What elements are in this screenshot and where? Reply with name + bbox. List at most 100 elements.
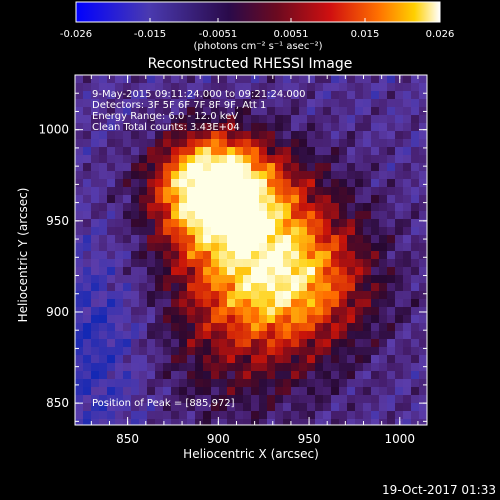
heatmap-cell — [419, 131, 427, 140]
heatmap-cell — [147, 299, 156, 308]
heatmap-cell — [163, 83, 172, 92]
heatmap-cell — [203, 283, 212, 292]
heatmap-cell — [395, 291, 404, 300]
heatmap-cell — [363, 283, 372, 292]
heatmap-cell — [203, 211, 212, 220]
heatmap-cell — [211, 75, 220, 84]
heatmap-cell — [75, 331, 84, 340]
heatmap-cell — [275, 323, 284, 332]
heatmap-cell — [155, 363, 164, 372]
heatmap-cell — [243, 355, 252, 364]
heatmap-cell — [395, 347, 404, 356]
heatmap-cell — [331, 355, 340, 364]
heatmap-cell — [259, 107, 268, 116]
heatmap-cell — [379, 323, 388, 332]
heatmap-cell — [235, 123, 244, 132]
heatmap-cell — [83, 155, 92, 164]
heatmap-cell — [107, 411, 116, 420]
heatmap-cell — [187, 291, 196, 300]
heatmap-cell — [171, 251, 180, 260]
heatmap-cell — [235, 107, 244, 116]
heatmap-cell — [419, 243, 427, 252]
heatmap-cell — [331, 283, 340, 292]
heatmap-cell — [355, 227, 364, 236]
heatmap-cell — [379, 299, 388, 308]
heatmap-cell — [419, 395, 427, 404]
heatmap-cell — [227, 363, 236, 372]
heatmap-cell — [315, 355, 324, 364]
heatmap-cell — [355, 283, 364, 292]
heatmap-cell — [331, 171, 340, 180]
heatmap-cell — [299, 395, 308, 404]
heatmap-cell — [387, 355, 396, 364]
heatmap-cell — [243, 163, 252, 172]
heatmap-cell — [139, 227, 148, 236]
heatmap-cell — [339, 331, 348, 340]
heatmap-cell — [355, 155, 364, 164]
heatmap-cell — [315, 363, 324, 372]
heatmap-cell — [371, 115, 380, 124]
heatmap-cell — [363, 291, 372, 300]
heatmap-cell — [379, 227, 388, 236]
heatmap-cell — [83, 275, 92, 284]
heatmap-cell — [251, 403, 260, 412]
heatmap-cell — [411, 235, 420, 244]
heatmap-cell — [395, 363, 404, 372]
heatmap-cell — [163, 187, 172, 196]
heatmap-cell — [315, 339, 324, 348]
heatmap-cell — [299, 107, 308, 116]
heatmap-cell — [107, 235, 116, 244]
heatmap-cell — [323, 219, 332, 228]
heatmap-cell — [419, 91, 427, 100]
heatmap-cell — [235, 163, 244, 172]
heatmap-cell — [379, 419, 388, 425]
heatmap-cell — [419, 307, 427, 316]
heatmap-cell — [315, 275, 324, 284]
heatmap-cell — [203, 139, 212, 148]
heatmap-cell — [275, 107, 284, 116]
heatmap-cell — [395, 387, 404, 396]
heatmap-cell — [259, 363, 268, 372]
heatmap-cell — [155, 75, 164, 84]
heatmap-cell — [283, 299, 292, 308]
heatmap-cell — [347, 283, 356, 292]
heatmap-cell — [227, 411, 236, 420]
heatmap-cell — [275, 155, 284, 164]
heatmap-cell — [139, 219, 148, 228]
heatmap-cell — [379, 219, 388, 228]
heatmap-cell — [379, 179, 388, 188]
heatmap-cell — [283, 139, 292, 148]
heatmap-cell — [363, 403, 372, 412]
heatmap-cell — [171, 187, 180, 196]
heatmap-cell — [291, 315, 300, 324]
heatmap-cell — [315, 251, 324, 260]
heatmap-cell — [171, 275, 180, 284]
heatmap-cell — [139, 83, 148, 92]
heatmap-cell — [275, 99, 284, 108]
heatmap-cell — [251, 291, 260, 300]
heatmap-cell — [163, 347, 172, 356]
heatmap-cell — [211, 195, 220, 204]
heatmap-cell — [403, 291, 412, 300]
heatmap-cell — [251, 339, 260, 348]
heatmap-cell — [251, 259, 260, 268]
heatmap-cell — [211, 267, 220, 276]
heatmap-cell — [419, 331, 427, 340]
heatmap-cell — [219, 379, 228, 388]
heatmap-cell — [211, 403, 220, 412]
heatmap-cell — [123, 219, 132, 228]
heatmap-cell — [403, 75, 412, 84]
heatmap-cell — [235, 227, 244, 236]
heatmap-cell — [203, 371, 212, 380]
heatmap-cell — [387, 259, 396, 268]
heatmap-cell — [403, 131, 412, 140]
heatmap-cell — [331, 155, 340, 164]
heatmap-cell — [75, 251, 84, 260]
heatmap-cell — [323, 275, 332, 284]
heatmap-cell — [211, 291, 220, 300]
heatmap-cell — [147, 411, 156, 420]
heatmap-cell — [139, 315, 148, 324]
heatmap-cell — [195, 195, 204, 204]
heatmap-cell — [211, 331, 220, 340]
heatmap-cell — [75, 99, 84, 108]
